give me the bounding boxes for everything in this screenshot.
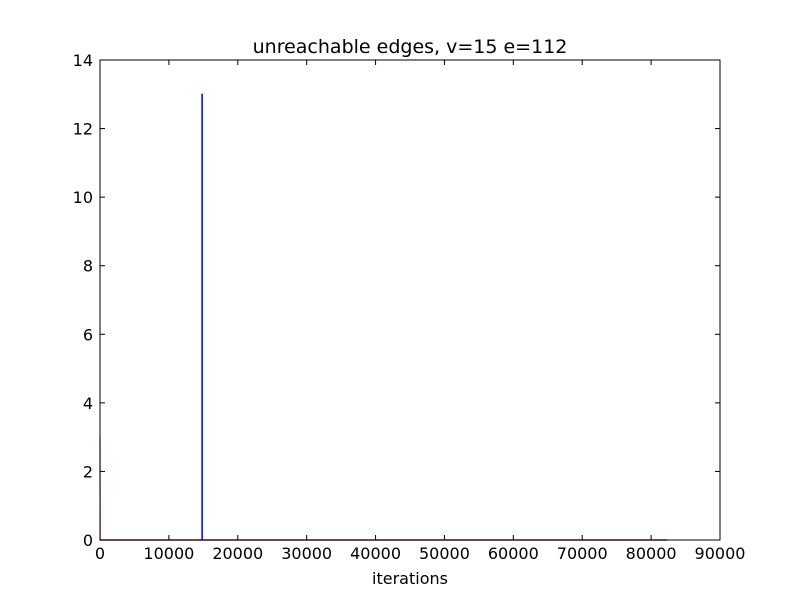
y-tick-label: 12	[73, 120, 93, 139]
x-tick-label: 20000	[212, 544, 263, 563]
x-tick-label: 50000	[419, 544, 470, 563]
y-tick-label: 2	[83, 462, 93, 481]
x-tick-label: 90000	[695, 544, 746, 563]
y-tick-label: 14	[73, 51, 93, 70]
y-tick-label: 8	[83, 257, 93, 276]
x-tick-label: 40000	[350, 544, 401, 563]
y-tick-label: 10	[73, 188, 93, 207]
x-tick-label: 10000	[143, 544, 194, 563]
y-tick-label: 0	[83, 531, 93, 550]
axes-frame	[99, 59, 721, 541]
x-tick-label: 60000	[488, 544, 539, 563]
y-tick-label: 6	[83, 325, 93, 344]
chart-title: unreachable edges, v=15 e=112	[253, 36, 568, 58]
x-axis-label: iterations	[372, 569, 448, 588]
x-tick-label: 30000	[281, 544, 332, 563]
ticks-layer: 0 10000 20000 30000 40000 50000 60000 70000 8000…	[73, 51, 746, 563]
x-tick-label: 80000	[626, 544, 677, 563]
y-tick-label: 4	[83, 394, 93, 413]
x-tick-label: 70000	[557, 544, 608, 563]
x-tick-label: 0	[95, 544, 105, 563]
